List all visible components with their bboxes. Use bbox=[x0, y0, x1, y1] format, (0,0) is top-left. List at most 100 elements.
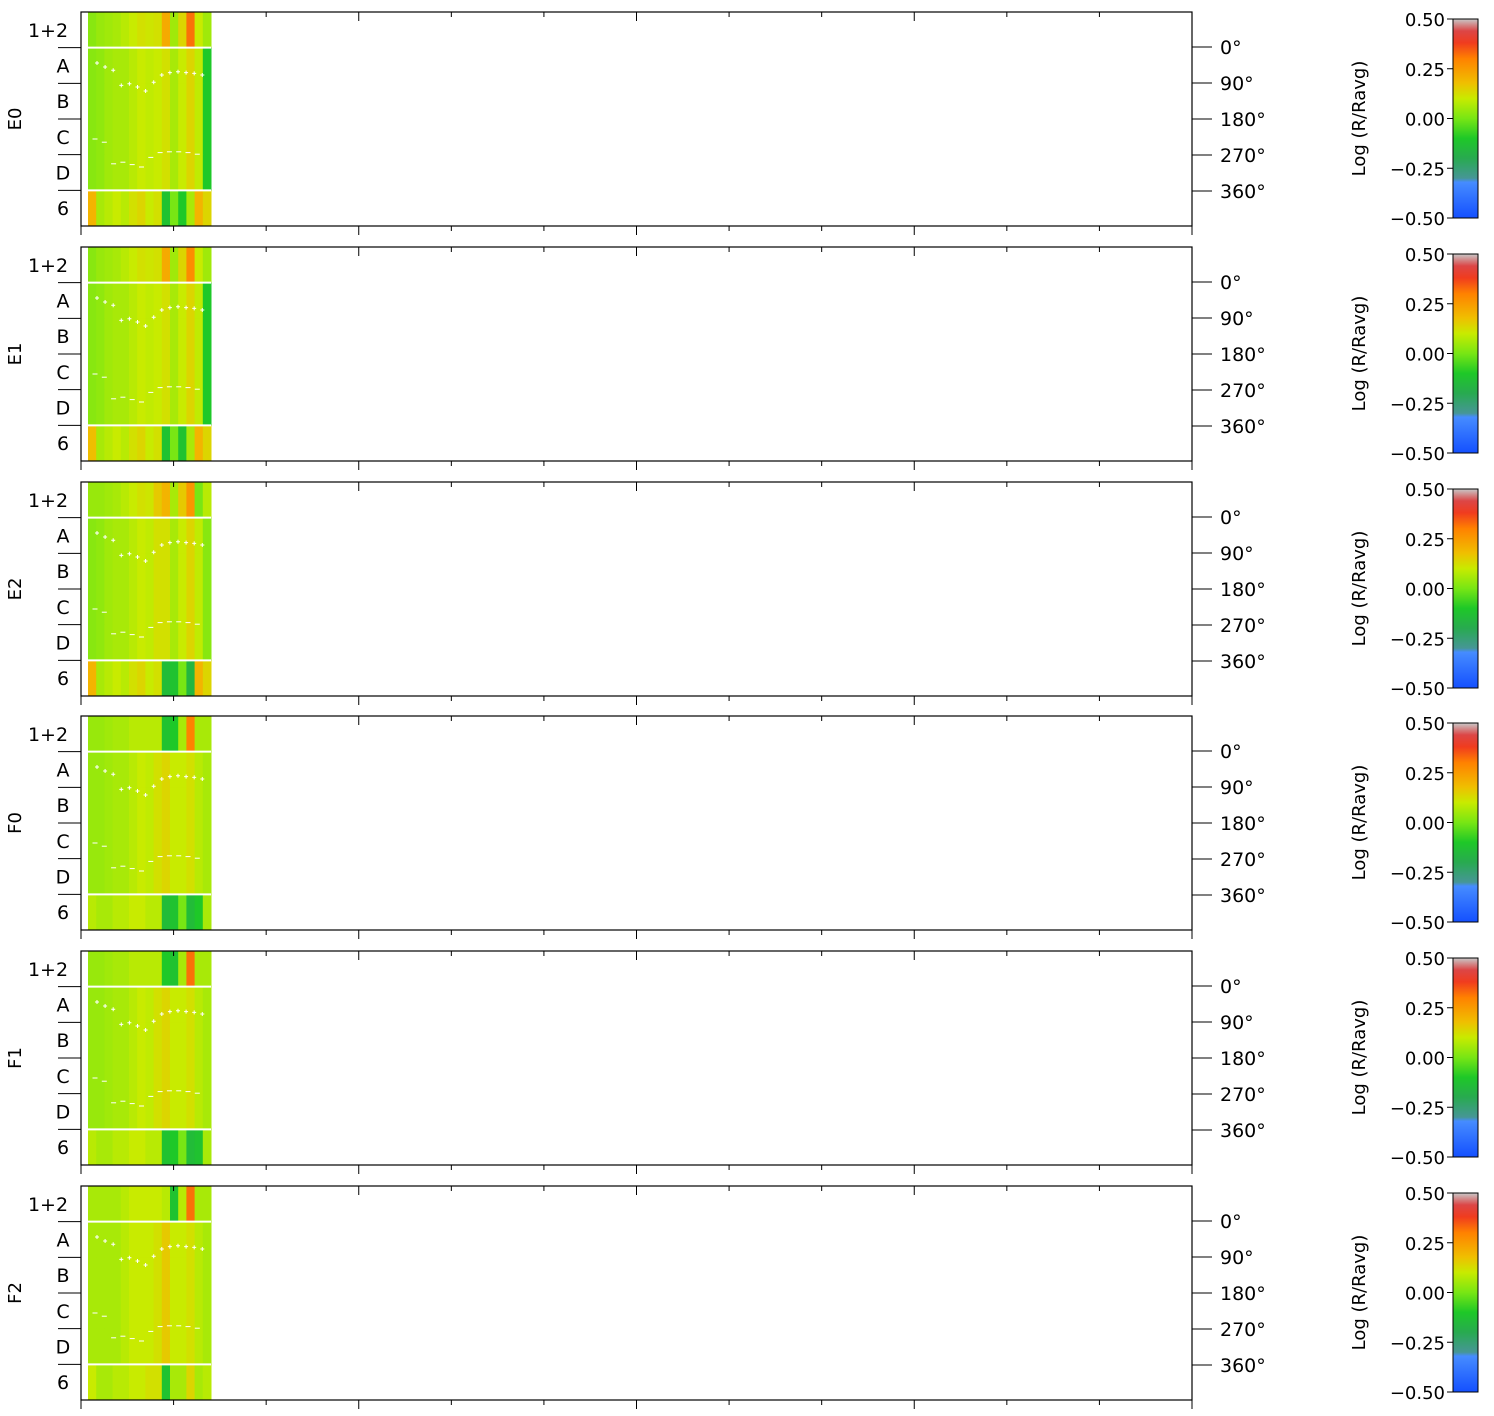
colorbar-tick-label: −0.25 bbox=[1390, 394, 1445, 415]
row-label: D bbox=[56, 398, 71, 420]
phase-marker-plus bbox=[167, 774, 172, 779]
heatmap-cell bbox=[104, 425, 114, 462]
heatmap-cell bbox=[145, 354, 155, 391]
colorbar-tick-label: −0.50 bbox=[1390, 1148, 1445, 1169]
heatmap-cell bbox=[194, 1093, 204, 1130]
heatmap-cell bbox=[170, 389, 179, 426]
heatmap-cell bbox=[129, 660, 138, 697]
heatmap-cell bbox=[170, 1186, 179, 1223]
row-label: D bbox=[56, 1102, 71, 1124]
heatmap-cell bbox=[202, 1293, 212, 1330]
heatmap-cell bbox=[161, 190, 171, 227]
heatmap-cell bbox=[178, 318, 187, 355]
heatmap-cell bbox=[112, 482, 122, 519]
heatmap-cell bbox=[186, 1293, 196, 1330]
heatmap-cell bbox=[178, 1129, 187, 1166]
heatmap-cell bbox=[129, 354, 138, 391]
heatmap-cell bbox=[178, 986, 187, 1023]
colorbar-label: Log (R/Ravg) bbox=[1349, 1000, 1370, 1116]
heatmap-cell bbox=[129, 247, 138, 284]
heatmap-cell bbox=[153, 389, 163, 426]
heatmap-cell bbox=[88, 1058, 97, 1095]
heatmap-cell bbox=[153, 1221, 163, 1258]
heatmap-cell bbox=[145, 986, 155, 1023]
heatmap-cell bbox=[161, 624, 171, 661]
panel-frame bbox=[80, 481, 1193, 697]
heatmap-cell bbox=[153, 1129, 163, 1166]
colorbar-tick-label: 0.50 bbox=[1405, 480, 1445, 501]
row-label: 6 bbox=[57, 198, 69, 220]
heatmap-cell bbox=[104, 318, 114, 355]
heatmap-cell bbox=[194, 425, 204, 462]
heatmap-cell bbox=[104, 986, 114, 1023]
phase-marker-plus bbox=[176, 1008, 180, 1013]
phase-marker-plus bbox=[135, 1259, 140, 1263]
heatmap-cell bbox=[137, 47, 146, 84]
phase-marker-plus bbox=[192, 1245, 197, 1250]
heatmap-cell bbox=[202, 517, 212, 554]
heatmap-cell bbox=[137, 247, 146, 284]
colorbar-tick-label: −0.25 bbox=[1390, 159, 1445, 180]
phase-marker-plus bbox=[103, 1004, 108, 1008]
heatmap-cell bbox=[202, 154, 212, 191]
heatmap-cell bbox=[202, 858, 212, 895]
phase-label: 90° bbox=[1220, 777, 1254, 799]
heatmap-cell bbox=[145, 716, 155, 753]
row-label: 6 bbox=[57, 668, 69, 690]
heatmap-cell bbox=[194, 1328, 204, 1365]
heatmap-cell bbox=[129, 12, 138, 49]
heatmap-cell bbox=[129, 986, 138, 1023]
heatmap-cell bbox=[178, 894, 187, 931]
heatmap-cell bbox=[88, 986, 97, 1023]
colorbar-tick-label: −0.25 bbox=[1390, 863, 1445, 884]
phase-marker-plus bbox=[167, 70, 172, 75]
heatmap-cell bbox=[170, 282, 179, 319]
heatmap-cell bbox=[178, 1364, 187, 1401]
colorbar-tick-label: 0.25 bbox=[1405, 999, 1445, 1020]
heatmap-cell bbox=[186, 12, 196, 49]
heatmap-cell bbox=[120, 1022, 130, 1059]
panel-name: E1 bbox=[5, 343, 26, 366]
heatmap-cell bbox=[145, 553, 155, 590]
heatmap-cell bbox=[186, 247, 196, 284]
heatmap-cell bbox=[161, 1129, 171, 1166]
heatmap-cell bbox=[88, 282, 97, 319]
phase-label: 0° bbox=[1220, 741, 1242, 763]
heatmap-cell bbox=[104, 1186, 114, 1223]
heatmap-cell bbox=[153, 1186, 163, 1223]
phase-marker-plus bbox=[119, 83, 124, 88]
heatmap-cell bbox=[178, 1093, 187, 1130]
phase-marker-plus bbox=[192, 1010, 197, 1015]
heatmap-cell bbox=[88, 354, 97, 391]
phase-marker-plus bbox=[184, 540, 189, 545]
phase-marker-plus bbox=[111, 772, 116, 777]
heatmap-cell bbox=[120, 1186, 130, 1223]
heatmap-cell bbox=[161, 986, 171, 1023]
heatmap-cell bbox=[129, 951, 138, 988]
colorbar-label: Log (R/Ravg) bbox=[1349, 61, 1370, 177]
phase-marker-plus bbox=[192, 775, 197, 780]
row-label: 1+2 bbox=[28, 959, 68, 981]
heatmap-cell bbox=[112, 787, 122, 824]
heatmap-cell bbox=[96, 986, 105, 1023]
colorbar-tick-label: 0.25 bbox=[1405, 295, 1445, 316]
heatmap-cell bbox=[202, 823, 212, 860]
heatmap-cell bbox=[170, 1328, 179, 1365]
colorbar-label: Log (R/Ravg) bbox=[1349, 765, 1370, 881]
heatmap-cell bbox=[186, 83, 196, 120]
phase-marker-plus bbox=[143, 324, 148, 328]
heatmap-cell bbox=[170, 154, 179, 191]
heatmap-cell bbox=[104, 787, 114, 824]
phase-marker-plus bbox=[151, 1019, 156, 1024]
colorbar-tick-label: 0.25 bbox=[1405, 1234, 1445, 1255]
heatmap-cell bbox=[96, 389, 105, 426]
heatmap-cell bbox=[161, 1022, 171, 1059]
heatmap-cell bbox=[178, 1022, 187, 1059]
phase-marker-plus bbox=[111, 1242, 116, 1247]
heatmap-cell bbox=[161, 823, 171, 860]
phase-label: 270° bbox=[1220, 145, 1266, 167]
row-label: 1+2 bbox=[28, 255, 68, 277]
heatmap-cell bbox=[129, 282, 138, 319]
heatmap-cell bbox=[202, 1186, 212, 1223]
phase-marker-plus bbox=[111, 538, 116, 543]
